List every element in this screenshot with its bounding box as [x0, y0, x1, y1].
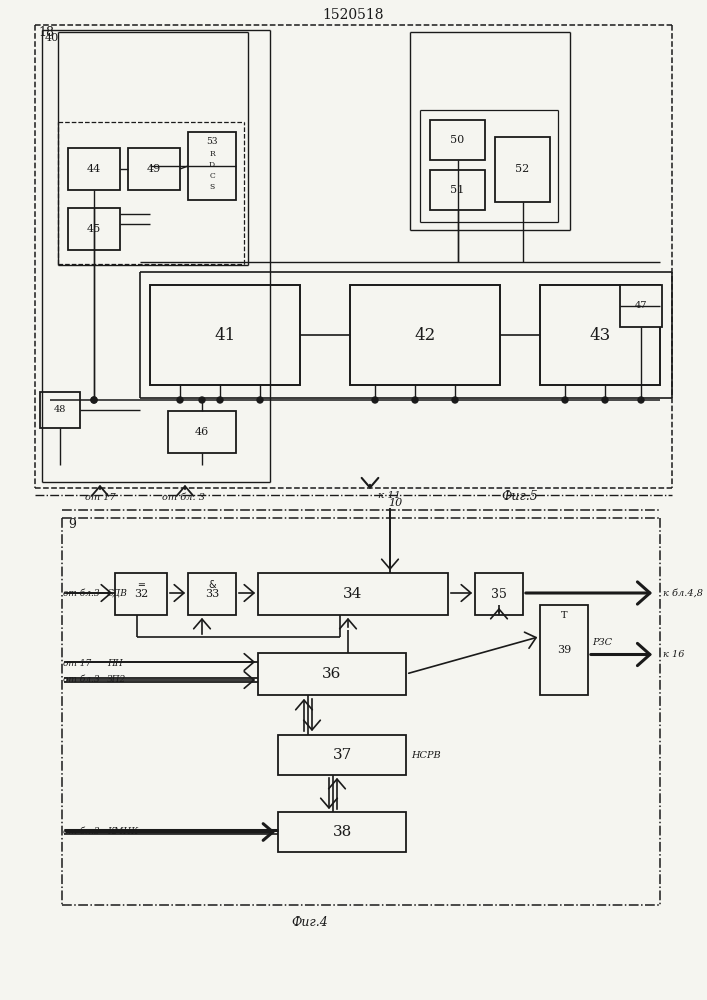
Bar	[475, 573, 523, 615]
Bar	[128, 148, 180, 190]
Circle shape	[638, 397, 644, 403]
Text: 35: 35	[491, 587, 507, 600]
Text: R: R	[209, 150, 215, 158]
Text: от бл. 3: от бл. 3	[162, 492, 205, 502]
Bar	[540, 285, 660, 385]
Circle shape	[452, 397, 458, 403]
Text: от бл.3: от бл.3	[63, 828, 100, 836]
Bar	[620, 285, 662, 327]
Text: 47: 47	[635, 302, 647, 310]
Text: 53: 53	[206, 137, 218, 146]
Text: T: T	[561, 610, 567, 619]
Bar	[40, 392, 80, 428]
Bar	[68, 148, 120, 190]
Text: D: D	[209, 161, 215, 169]
Text: 40: 40	[45, 33, 59, 43]
Text: 1520518: 1520518	[322, 8, 384, 22]
Text: S: S	[209, 183, 215, 191]
Text: 18: 18	[38, 26, 54, 39]
Text: СДВ: СДВ	[107, 588, 128, 597]
Text: от 17: от 17	[63, 660, 91, 668]
Text: ═: ═	[138, 580, 144, 590]
Text: 10: 10	[388, 498, 402, 508]
Text: 51: 51	[450, 185, 464, 195]
Text: C: C	[209, 172, 215, 180]
Bar	[258, 573, 448, 615]
Text: от бл.3: от бл.3	[63, 676, 100, 684]
Text: &: &	[208, 580, 216, 590]
Text: от 17: от 17	[85, 492, 116, 502]
Text: РЗС: РЗС	[592, 638, 612, 647]
Text: 45: 45	[87, 224, 101, 234]
Circle shape	[412, 397, 418, 403]
Circle shape	[91, 397, 97, 403]
Text: 38: 38	[332, 825, 351, 839]
Circle shape	[562, 397, 568, 403]
Bar	[495, 137, 550, 202]
Text: 37: 37	[332, 748, 351, 762]
Text: 34: 34	[344, 587, 363, 601]
Text: 41: 41	[214, 326, 235, 344]
Text: Фиг.5: Фиг.5	[502, 490, 538, 504]
Circle shape	[602, 397, 608, 403]
Text: ЗП2: ЗП2	[107, 676, 127, 684]
Text: НСРВ: НСРВ	[411, 750, 440, 760]
Circle shape	[199, 397, 205, 403]
Bar	[278, 812, 406, 852]
Circle shape	[217, 397, 223, 403]
Text: 33: 33	[205, 589, 219, 599]
Text: 44: 44	[87, 164, 101, 174]
Text: к 11: к 11	[378, 490, 401, 499]
Text: 39: 39	[557, 645, 571, 655]
Text: 43: 43	[590, 326, 611, 344]
Text: 52: 52	[515, 164, 530, 174]
Text: 42: 42	[414, 326, 436, 344]
Bar	[350, 285, 500, 385]
Circle shape	[372, 397, 378, 403]
Bar	[540, 605, 588, 695]
Text: 9: 9	[68, 518, 76, 532]
Bar	[68, 208, 120, 250]
Bar	[150, 285, 300, 385]
Text: ПН: ПН	[107, 660, 123, 668]
Text: 46: 46	[195, 427, 209, 437]
Bar	[430, 170, 485, 210]
Text: к бл.4,8: к бл.4,8	[663, 588, 703, 597]
Bar	[258, 653, 406, 695]
Text: 36: 36	[322, 667, 341, 681]
Text: 49: 49	[147, 164, 161, 174]
Circle shape	[177, 397, 183, 403]
Bar	[168, 411, 236, 453]
Text: КМНК: КМНК	[107, 828, 138, 836]
Bar	[430, 120, 485, 160]
Text: Фиг.4: Фиг.4	[291, 916, 328, 928]
Text: к 16: к 16	[663, 650, 684, 659]
Bar	[188, 573, 236, 615]
Text: 48: 48	[54, 406, 66, 414]
Text: 32: 32	[134, 589, 148, 599]
Circle shape	[91, 397, 97, 403]
Bar	[188, 132, 236, 200]
Circle shape	[257, 397, 263, 403]
Text: от бл.3: от бл.3	[63, 588, 100, 597]
Bar	[115, 573, 167, 615]
Text: 50: 50	[450, 135, 464, 145]
Bar	[278, 735, 406, 775]
